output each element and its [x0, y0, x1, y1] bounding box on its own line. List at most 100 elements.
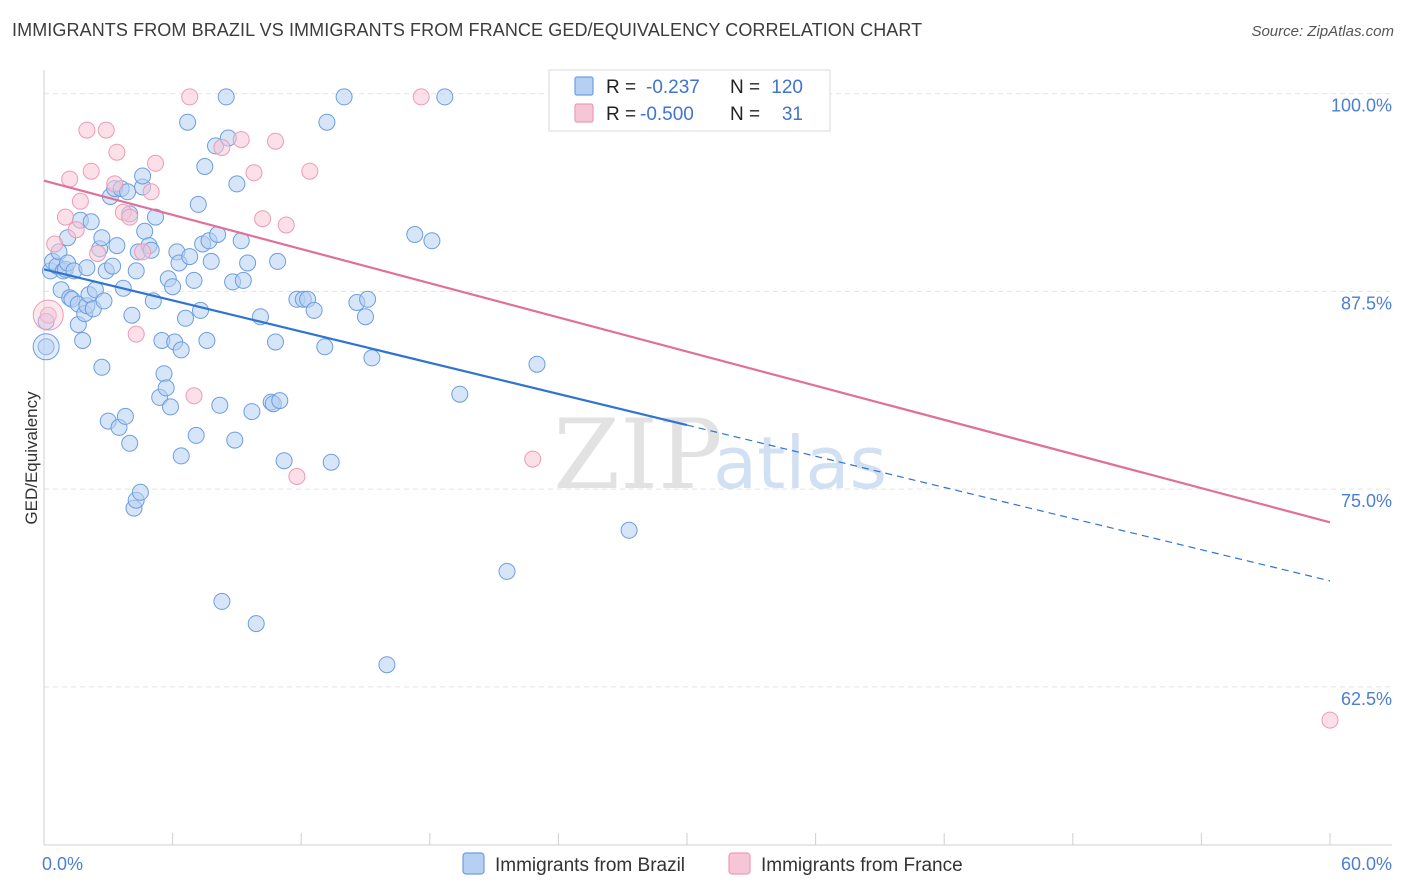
point-france	[71, 192, 89, 210]
point-brazil	[357, 308, 374, 326]
point-france	[89, 245, 107, 262]
point-brazil	[363, 349, 381, 367]
point-brazil	[318, 113, 336, 131]
point-france	[213, 139, 231, 156]
stats-n-label-brazil: N =	[730, 77, 760, 98]
point-france	[127, 325, 145, 343]
point-france	[39, 306, 57, 324]
legend-label-france[interactable]: Immigrants from France	[761, 855, 963, 876]
point-france	[106, 175, 124, 193]
point-brazil	[136, 222, 154, 240]
axes	[43, 70, 1392, 846]
point-brazil	[131, 483, 149, 501]
legend-swatch-france[interactable]	[728, 852, 751, 875]
point-brazil	[316, 338, 334, 356]
stats-swatch-france	[574, 103, 594, 123]
point-brazil	[127, 262, 145, 280]
point-brazil	[95, 292, 113, 310]
point-brazil	[123, 306, 141, 324]
point-brazil	[228, 175, 246, 193]
x-tick-label-min: 0.0%	[42, 854, 83, 874]
point-brazil	[116, 407, 134, 425]
point-brazil	[196, 158, 214, 175]
x-tick-label-max: 60.0%	[1341, 854, 1392, 874]
point-brazil	[239, 254, 257, 272]
point-brazil	[147, 208, 164, 226]
point-brazil	[226, 431, 244, 449]
point-brazil	[335, 88, 353, 106]
point-brazil	[185, 271, 203, 289]
point-brazil	[74, 332, 92, 349]
stats-n-value-france: 31	[782, 104, 803, 125]
y-tick-label: 87.5%	[1341, 293, 1392, 313]
point-brazil	[275, 452, 293, 470]
point-brazil	[322, 453, 340, 471]
point-brazil	[271, 392, 289, 410]
stats-box: R = -0.237 N = 120 R = -0.500 N = 31	[548, 69, 831, 132]
point-france	[147, 154, 164, 172]
stats-r-label-brazil: R =	[606, 77, 636, 98]
point-france	[32, 299, 64, 331]
point-brazil	[234, 271, 252, 289]
legend-swatch-brazil[interactable]	[462, 852, 485, 875]
data-points	[32, 88, 1339, 729]
stats-r-value-france: -0.500	[640, 104, 694, 125]
point-brazil	[172, 447, 190, 465]
point-brazil	[82, 213, 100, 231]
point-brazil	[202, 252, 220, 270]
point-brazil	[378, 656, 396, 674]
point-brazil	[269, 252, 287, 270]
point-brazil	[37, 338, 55, 356]
point-brazil	[162, 398, 179, 416]
grid-lines	[44, 93, 1392, 688]
point-brazil	[177, 309, 194, 327]
point-brazil	[451, 385, 469, 403]
point-brazil	[93, 358, 111, 376]
point-france	[185, 387, 203, 405]
y-tick-label: 75.0%	[1341, 491, 1392, 511]
point-france	[412, 88, 430, 106]
trend-line-brazil	[43, 268, 688, 427]
point-brazil	[32, 333, 60, 361]
stats-box-frame	[548, 69, 831, 132]
point-brazil	[528, 355, 546, 373]
point-france	[254, 210, 272, 228]
point-brazil	[436, 88, 454, 106]
point-brazil	[134, 167, 152, 185]
trend-line-france	[43, 179, 1331, 524]
point-brazil	[620, 521, 638, 539]
point-france	[78, 121, 96, 139]
point-france	[67, 221, 85, 239]
point-brazil	[267, 333, 284, 351]
point-france	[82, 162, 100, 180]
point-brazil	[164, 278, 182, 296]
point-france	[134, 243, 152, 261]
point-france	[277, 216, 295, 234]
watermark: ZIP atlas	[553, 399, 887, 511]
chart-title: IMMIGRANTS FROM BRAZIL VS IMMIGRANTS FRO…	[12, 20, 923, 40]
point-brazil	[78, 259, 96, 277]
point-france	[524, 450, 542, 468]
trend-lines	[43, 179, 1331, 582]
point-france	[181, 88, 199, 106]
point-brazil	[406, 226, 424, 243]
chart-source: Source: ZipAtlas.com	[1251, 23, 1394, 40]
legend-label-brazil[interactable]: Immigrants from Brazil	[495, 855, 685, 876]
point-france	[61, 170, 79, 188]
point-france	[121, 208, 139, 226]
point-france	[245, 164, 263, 182]
y-tick-label: 100.0%	[1331, 96, 1392, 116]
point-france	[46, 235, 64, 253]
point-brazil	[423, 232, 441, 250]
point-brazil	[187, 426, 205, 444]
point-brazil	[172, 341, 190, 359]
point-france	[56, 208, 74, 226]
trend-line-brazil-projection	[686, 424, 1331, 582]
point-brazil	[104, 257, 122, 275]
watermark-atlas: atlas	[713, 421, 887, 505]
y-tick-labels: 62.5% 75.0% 87.5% 100.0%	[1331, 96, 1392, 709]
watermark-zip: ZIP	[553, 399, 722, 511]
point-brazil	[108, 237, 126, 255]
point-france	[108, 143, 126, 161]
